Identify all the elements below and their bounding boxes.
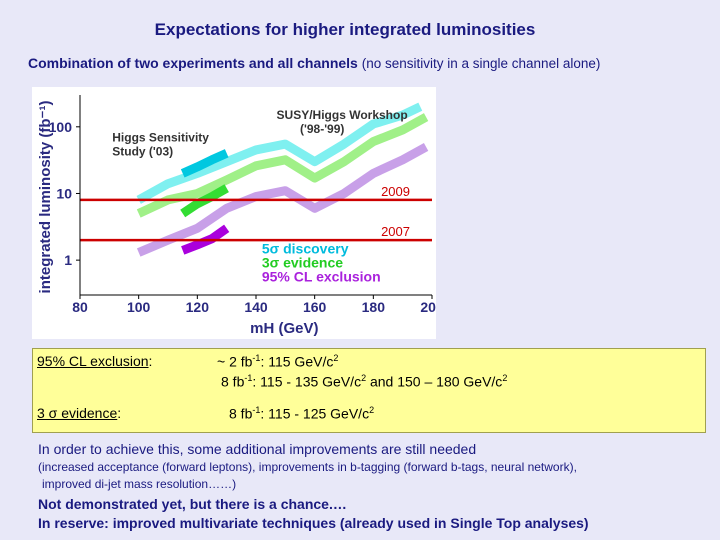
- exclusion-value-2: 8 fb-1: 115 - 135 GeV/c2 and 150 – 180 G…: [221, 373, 508, 390]
- series-line-5: [181, 224, 230, 255]
- subtitle: Combination of two experiments and all c…: [28, 55, 600, 71]
- subtitle-note: (no sensitivity in a single channel alon…: [361, 56, 601, 71]
- y-tick-label-10: 10: [56, 185, 72, 201]
- x-tick-label-140: 140: [244, 299, 268, 315]
- x-tick-label-200: 200: [420, 299, 436, 315]
- evidence-value: 8 fb-1: 115 - 125 GeV/c2: [229, 405, 375, 422]
- y-tick-label-100: 100: [49, 119, 73, 135]
- x-tick-label-120: 120: [186, 299, 210, 315]
- annotation-higgs-sensitivity: Higgs Sensitivity Study ('03): [112, 131, 209, 159]
- series-line-2: [136, 142, 429, 257]
- year-label-2007: 2007: [381, 224, 410, 239]
- series-line-1: [136, 113, 429, 218]
- exclusion-label: 95% CL exclusion:: [37, 353, 153, 369]
- annotation-higgs-line-1: Higgs Sensitivity: [112, 131, 209, 145]
- evidence-label: 3 σ evidence:: [37, 405, 122, 421]
- summary-box: 95% CL exclusion: ~ 2 fb-1: 115 GeV/c2 8…: [32, 348, 706, 433]
- improvements-detail-1: (increased acceptance (forward leptons),…: [38, 460, 577, 474]
- annotation-susy-workshop: SUSY/Higgs Workshop ('98-'99): [277, 108, 408, 136]
- improvements-note: In order to achieve this, some additiona…: [38, 441, 477, 457]
- x-axis-label: mH (GeV): [250, 320, 318, 337]
- x-tick-label-180: 180: [362, 299, 386, 315]
- annotation-susy-line-2: ('98-'99): [300, 122, 344, 136]
- reserve-statement: In reserve: improved multivariate techni…: [38, 515, 589, 531]
- x-tick-label-80: 80: [72, 299, 88, 315]
- improvements-detail-2: improved di-jet mass resolution……): [42, 477, 237, 491]
- y-tick-label-1: 1: [64, 252, 72, 268]
- annotation-susy-line-1: SUSY/Higgs Workshop: [277, 108, 408, 122]
- y-axis-label: integrated luminosity (fb⁻¹): [37, 101, 54, 294]
- luminosity-chart: 2009 2007 80 100 120 140 160 180 200 1 10 100 int…: [32, 87, 436, 339]
- legend-entry-0: 5σ discovery: [262, 241, 349, 257]
- annotation-higgs-line-2: Study ('03): [112, 145, 173, 159]
- x-tick-label-160: 160: [303, 299, 327, 315]
- chance-statement: Not demonstrated yet, but there is a cha…: [38, 496, 347, 512]
- year-label-2009: 2009: [381, 184, 410, 199]
- series-line-3: [180, 149, 229, 178]
- series-line-0: [136, 102, 423, 204]
- x-tick-label-100: 100: [127, 299, 151, 315]
- chart-svg: 2009 2007 80 100 120 140 160 180 200 1 10 100 int…: [37, 95, 436, 337]
- exclusion-value-1: ~ 2 fb-1: 115 GeV/c2: [217, 353, 339, 370]
- page-title: Expectations for higher integrated lumin…: [154, 20, 536, 39]
- legend-entry-1: 3σ evidence: [262, 255, 343, 271]
- legend-entry-2: 95% CL exclusion: [262, 269, 381, 285]
- subtitle-main: Combination of two experiments and all c…: [28, 55, 358, 71]
